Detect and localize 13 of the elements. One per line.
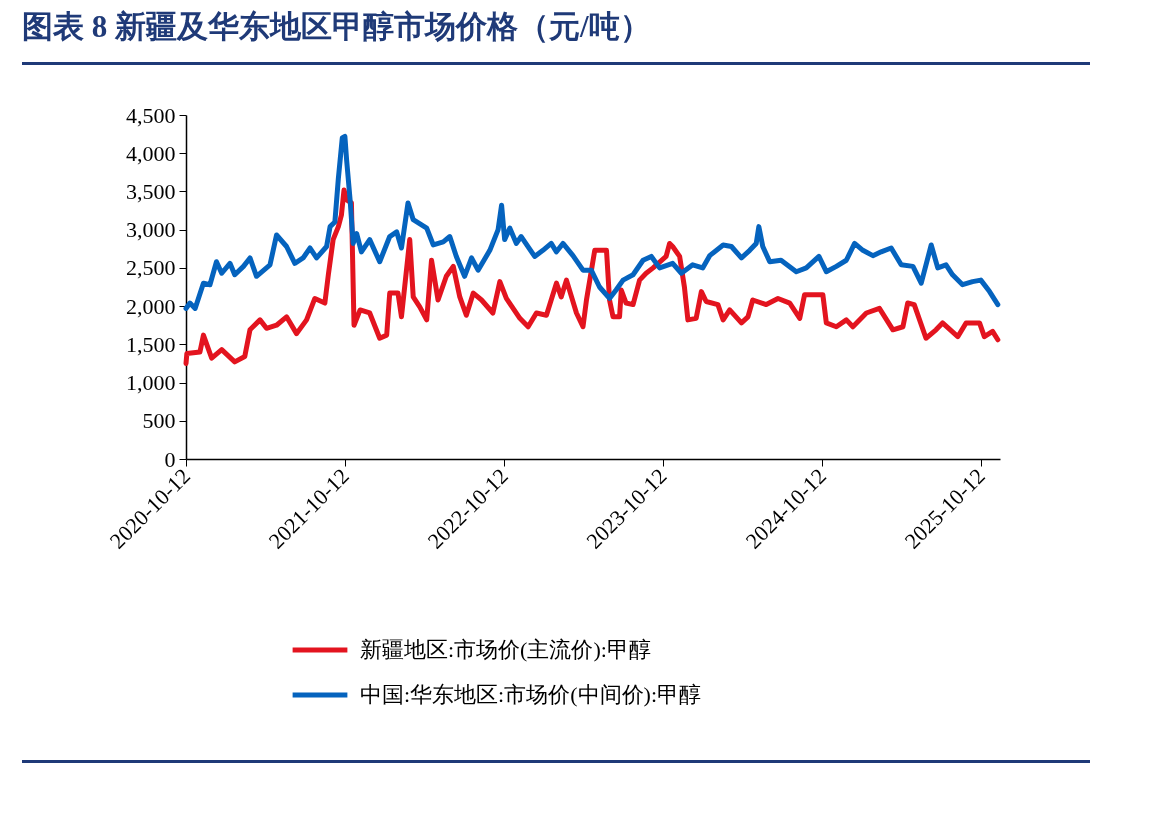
legend-label: 中国:华东地区:市场价(中间价):甲醇 (360, 682, 701, 707)
legend-label: 新疆地区:市场价(主流价):甲醇 (360, 637, 651, 662)
y-tick-label: 1,000 (126, 370, 176, 396)
y-tick-label: 4,000 (126, 140, 176, 166)
y-tick-label: 500 (142, 408, 176, 434)
y-tick-label: 3,000 (126, 217, 176, 243)
y-tick-label: 2,000 (126, 293, 176, 319)
y-tick-label: 1,500 (126, 331, 176, 357)
y-tick-label: 3,500 (126, 178, 176, 204)
y-tick-label: 4,500 (126, 102, 176, 128)
y-tick-label: 2,500 (126, 255, 176, 281)
y-tick-label: 0 (164, 446, 176, 472)
chart-title: 图表 8 新疆及华东地区甲醇市场价格（元/吨） (22, 8, 651, 46)
